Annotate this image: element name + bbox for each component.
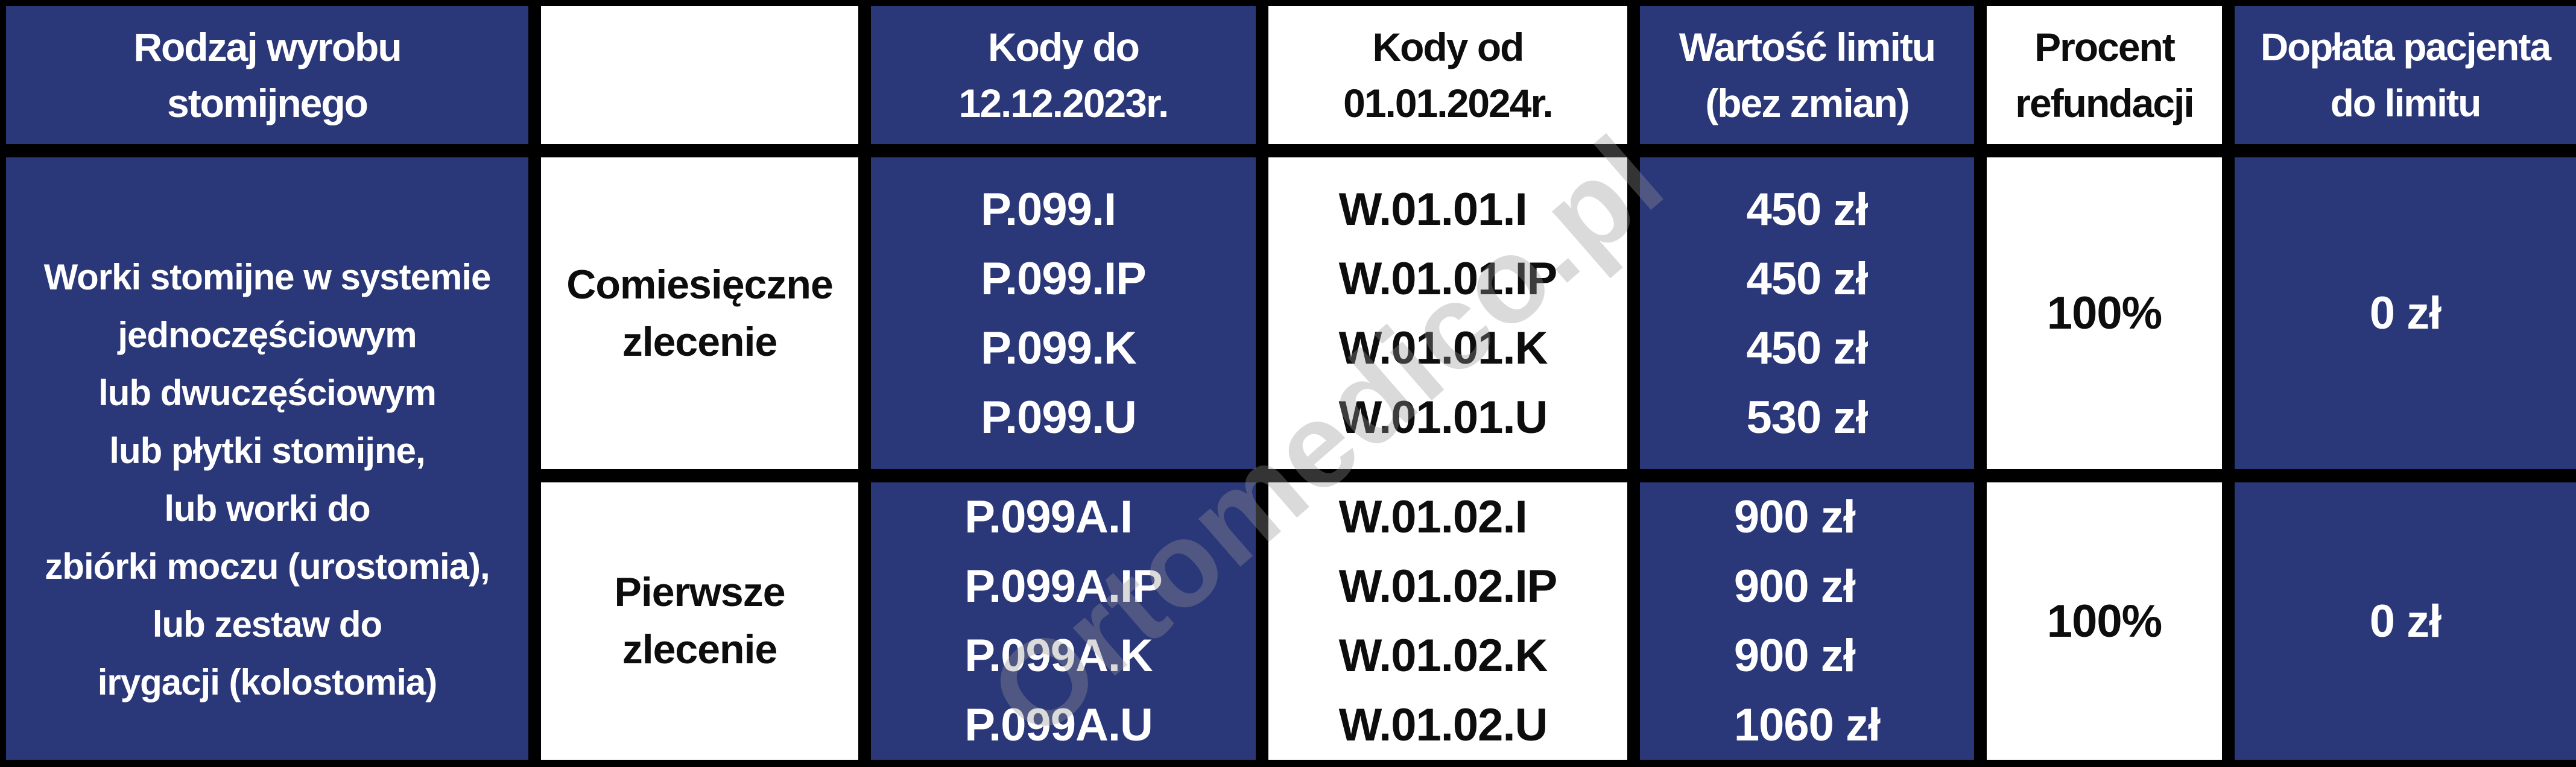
header-limit-value: Wartość limitu (bez zmian) [1640, 6, 1974, 144]
row1-order-type: Comiesięczne zlecenie [541, 157, 858, 469]
header-order-type [541, 6, 858, 144]
row2-patient-surcharge: 0 zł [2235, 482, 2576, 760]
row1-refund-percent: 100% [1987, 157, 2222, 469]
row1-patient-surcharge: 0 zł [2235, 157, 2576, 469]
header-refund-percent: Procent refundacji [1987, 6, 2222, 144]
header-product-type: Rodzaj wyrobu stomijnego [6, 6, 528, 144]
row2-limit-value: 900 zł 900 zł 900 zł 1060 zł [1640, 482, 1974, 760]
row2-order-type: Pierwsze zlecenie [541, 482, 858, 760]
row2-codes-from: W.01.02.I W.01.02.IP W.01.02.K W.01.02.U [1268, 482, 1627, 760]
header-codes-until: Kody do 12.12.2023r. [871, 6, 1256, 144]
row1-codes-until: P.099.I P.099.IP P.099.K P.099.U [871, 157, 1256, 469]
row2-refund-percent: 100% [1987, 482, 2222, 760]
product-type-cell: Worki stomijne w systemie jednoczęściowy… [6, 157, 528, 760]
header-codes-from: Kody od 01.01.2024r. [1268, 6, 1627, 144]
row2-codes-until: P.099A.I P.099A.IP P.099A.K P.099A.U [871, 482, 1256, 760]
row1-limit-value: 450 zł 450 zł 450 zł 530 zł [1640, 157, 1974, 469]
row1-codes-from: W.01.01.I W.01.01.IP W.01.01.K W.01.01.U [1268, 157, 1627, 469]
header-patient-surcharge: Dopłata pacjenta do limitu [2235, 6, 2576, 144]
